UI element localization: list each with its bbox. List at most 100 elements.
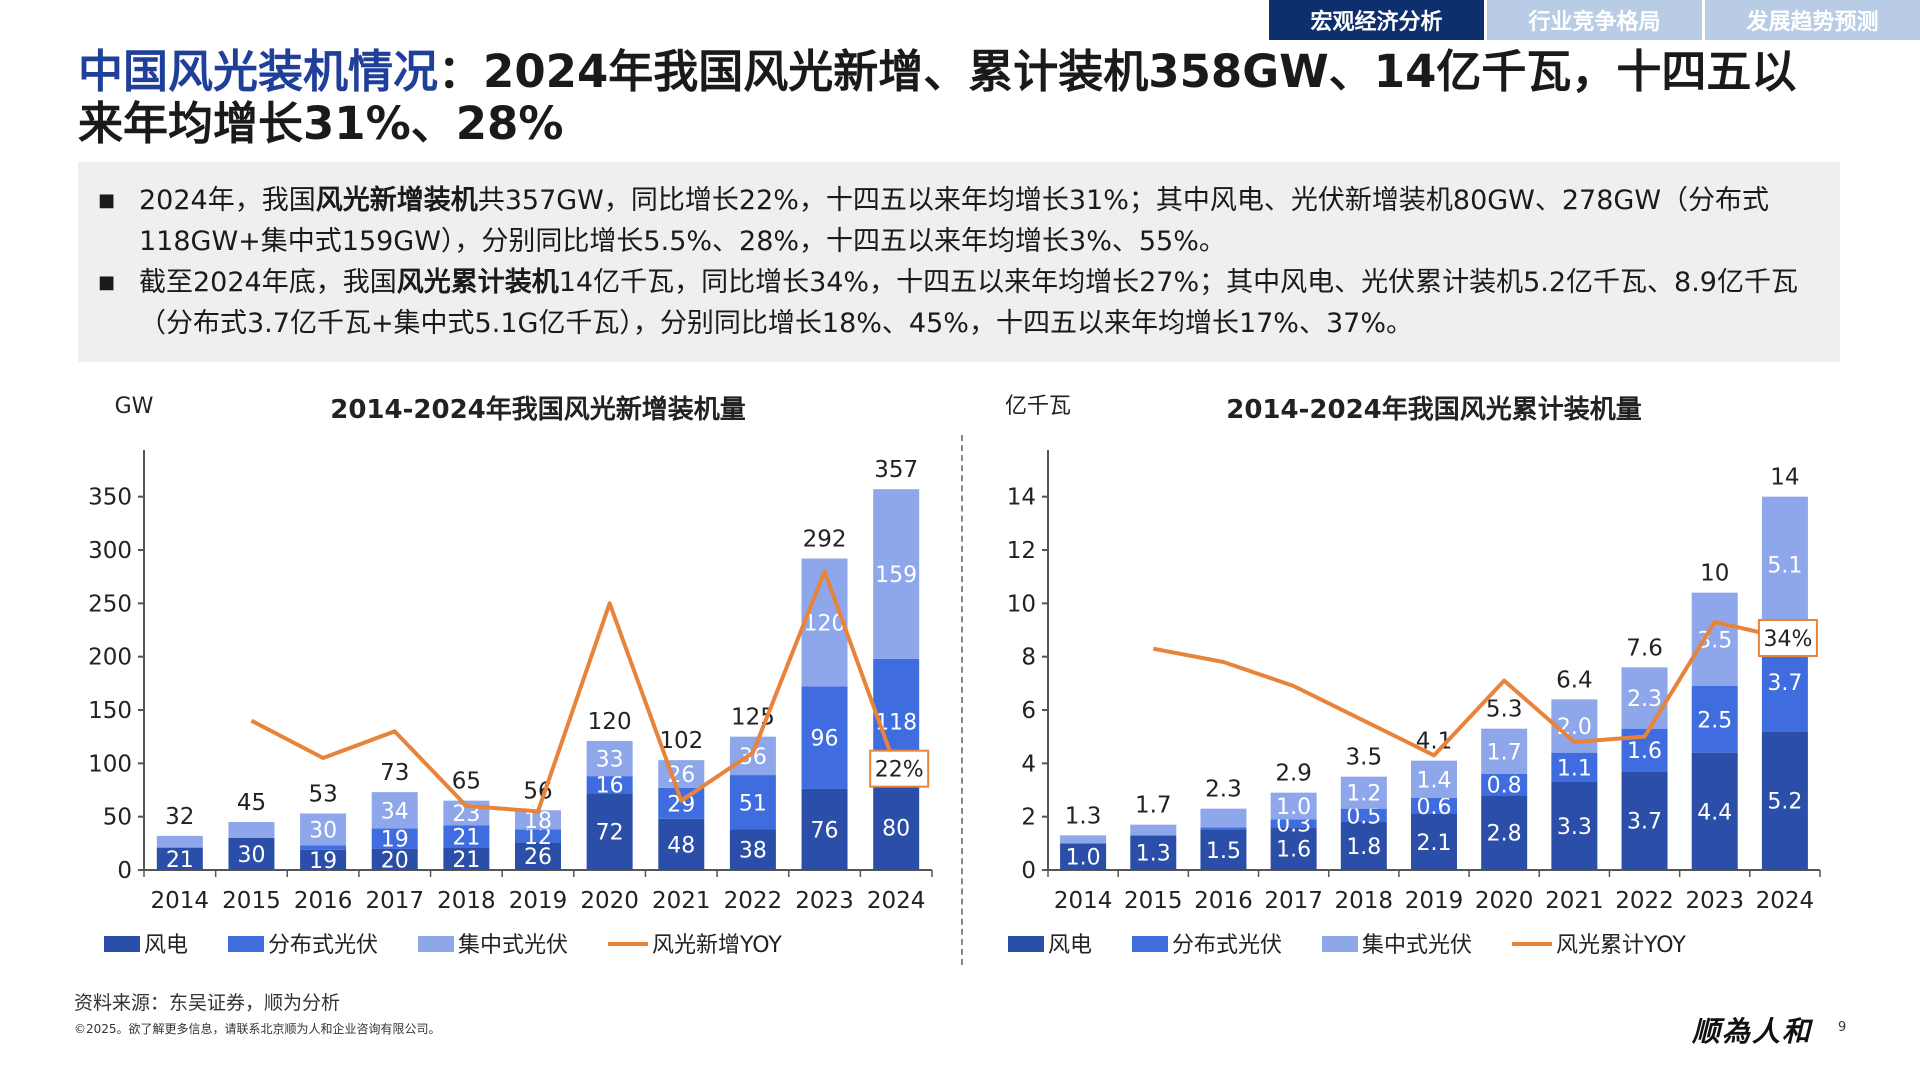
- bar-segment: [443, 825, 490, 848]
- x-tick-label: 2019: [1405, 888, 1464, 914]
- tab-trend-forecast[interactable]: 发展趋势预测: [1705, 0, 1920, 40]
- bar-segment: [228, 822, 275, 838]
- summary-item: ■ 截至2024年底，我国风光累计装机14亿千瓦，同比增长34%，十四五以来年均…: [96, 262, 1812, 344]
- bar-segment: [1200, 827, 1247, 830]
- tab-industry-competition[interactable]: 行业竞争格局: [1487, 0, 1702, 40]
- bar-segment: [1411, 760, 1457, 798]
- x-tick-label: 2021: [652, 888, 711, 914]
- bar-value-label: 1.8: [1346, 835, 1381, 860]
- bar-value-label: 72: [596, 821, 624, 846]
- legend-swatch: [1322, 936, 1358, 952]
- bar-segment: [515, 829, 561, 843]
- summary-keyword: 风光新增装机: [315, 185, 478, 216]
- legend-label: 风电: [144, 933, 188, 958]
- brand-logo: 顺為人和: [1692, 1015, 1813, 1048]
- bar-segment: [1691, 592, 1738, 686]
- bar-value-label: 21: [166, 848, 194, 873]
- bar-segment: [1411, 798, 1457, 814]
- bar-value-label: 20: [381, 848, 409, 873]
- yoy-annotation-label: 22%: [875, 758, 924, 783]
- bar-value-label: 1.6: [1627, 739, 1662, 764]
- legend-swatch: [228, 936, 264, 952]
- bar-value-label: 80: [882, 816, 910, 841]
- y-axis-unit: GW: [115, 394, 154, 419]
- y-tick-label: 100: [88, 751, 132, 777]
- bar-segment: [1270, 819, 1317, 828]
- x-tick-label: 2021: [1545, 888, 1604, 914]
- cumulative-capacity-chart: 2014-2024年我国风光累计装机量 亿千瓦 0 2 4 6 8 10 12 14 2014 201…: [980, 378, 1840, 978]
- bar-segment: [443, 847, 490, 870]
- y-tick-label: 8: [1021, 645, 1036, 671]
- bar-value-label: 19: [309, 849, 337, 874]
- bar-value-label: 5.1: [1767, 554, 1802, 579]
- bar-segment: [156, 835, 203, 848]
- x-tick-label: 2018: [1335, 888, 1394, 914]
- bar-value-label: 19: [381, 828, 409, 853]
- bar-total-label: 65: [452, 769, 481, 795]
- bar-segment: [1481, 795, 1528, 870]
- bar-value-label: 1.1: [1557, 756, 1592, 781]
- legend-label: 风光新增YOY: [652, 933, 782, 958]
- bar-value-label: 16: [596, 774, 624, 799]
- bar-total-label: 73: [380, 760, 409, 786]
- legend-label: 风电: [1048, 933, 1092, 958]
- bar-segment: [1200, 830, 1247, 870]
- summary-list: ■ 2024年，我国风光新增装机共357GW，同比增长22%，十四五以来年均增长…: [78, 162, 1840, 344]
- section-tabs: 宏观经济分析 行业竞争格局 发展趋势预测: [1269, 0, 1920, 40]
- bar-total-label: 53: [308, 781, 337, 807]
- bar-segment: [1691, 686, 1738, 753]
- bar-value-label: 26: [524, 845, 552, 870]
- bar-value-label: 1.7: [1487, 740, 1522, 765]
- summary-text: 14亿千瓦，同比增长34%，十四五以来年均增长27%；其中风电、光伏累计装机5.…: [139, 267, 1798, 339]
- legend-swatch: [1132, 936, 1168, 952]
- page-title: 中国风光装机情况：2024年我国风光新增、累计装机358GW、14亿千瓦，十四五…: [78, 46, 1818, 150]
- y-tick-label: 50: [103, 805, 132, 831]
- bar-segment: [1060, 843, 1107, 870]
- bar-value-label: 48: [667, 833, 695, 858]
- bar-segment: [371, 828, 418, 849]
- bar-segment: [1340, 776, 1387, 809]
- bar-segment: [1130, 835, 1177, 870]
- bar-total-label: 5.3: [1486, 697, 1523, 723]
- bar-value-label: 34: [381, 799, 409, 824]
- bar-total-label: 357: [874, 457, 918, 483]
- bar-segment: [371, 792, 418, 829]
- bar-segment: [586, 793, 633, 870]
- bar-value-label: 33: [596, 748, 624, 773]
- bar-segment: [586, 776, 633, 794]
- y-axis-unit: 亿千瓦: [1005, 394, 1071, 419]
- bar-value-label: 96: [811, 727, 839, 752]
- bar-segment: [873, 489, 920, 659]
- bar-value-label: 38: [739, 839, 767, 864]
- summary-text: 截至2024年底，我国: [139, 267, 397, 298]
- page-title-message: ：2024年我国风光新增、累计装机358GW、14亿千瓦，十四五以来年均增长31…: [78, 45, 1797, 150]
- bar-segment: [658, 787, 705, 819]
- bar-total-label: 120: [588, 709, 632, 735]
- bar-segment: [1411, 814, 1457, 870]
- yoy-annotation-box: [1757, 619, 1818, 657]
- legend-label: 集中式光伏: [458, 933, 568, 958]
- new-capacity-chart-svg: 2014-2024年我国风光新增装机量 GW 0 50 100 150 200 250 300 3…: [88, 394, 933, 958]
- bar-total-label: 292: [803, 527, 847, 553]
- bar-segment: [156, 847, 203, 870]
- bar-segment: [515, 810, 561, 830]
- bar-value-label: 2.5: [1697, 708, 1732, 733]
- new-capacity-chart: 2014-2024年我国风光新增装机量 GW 0 50 100 150 200 250 300 3…: [62, 378, 952, 978]
- bar-total-label: 2.9: [1275, 761, 1312, 787]
- bar-segment: [1691, 752, 1738, 870]
- x-tick-label: 2020: [1475, 888, 1534, 914]
- bar-segment: [1621, 771, 1668, 870]
- bar-value-label: 3.7: [1627, 810, 1662, 835]
- bar-value-label: 1.0: [1276, 795, 1311, 820]
- bullet-square-icon: ■: [98, 190, 116, 211]
- bar-segment: [1270, 827, 1317, 870]
- bar-segment: [228, 838, 275, 870]
- bar-segment: [1761, 496, 1808, 633]
- tab-macro-economy[interactable]: 宏观经济分析: [1269, 0, 1484, 40]
- x-tick-label: 2022: [1615, 888, 1674, 914]
- bar-segment: [371, 848, 418, 870]
- chart-divider: [961, 435, 963, 965]
- x-tick-label: 2024: [867, 888, 926, 914]
- y-tick-label: 0: [1021, 858, 1036, 884]
- y-tick-label: 2: [1021, 805, 1036, 831]
